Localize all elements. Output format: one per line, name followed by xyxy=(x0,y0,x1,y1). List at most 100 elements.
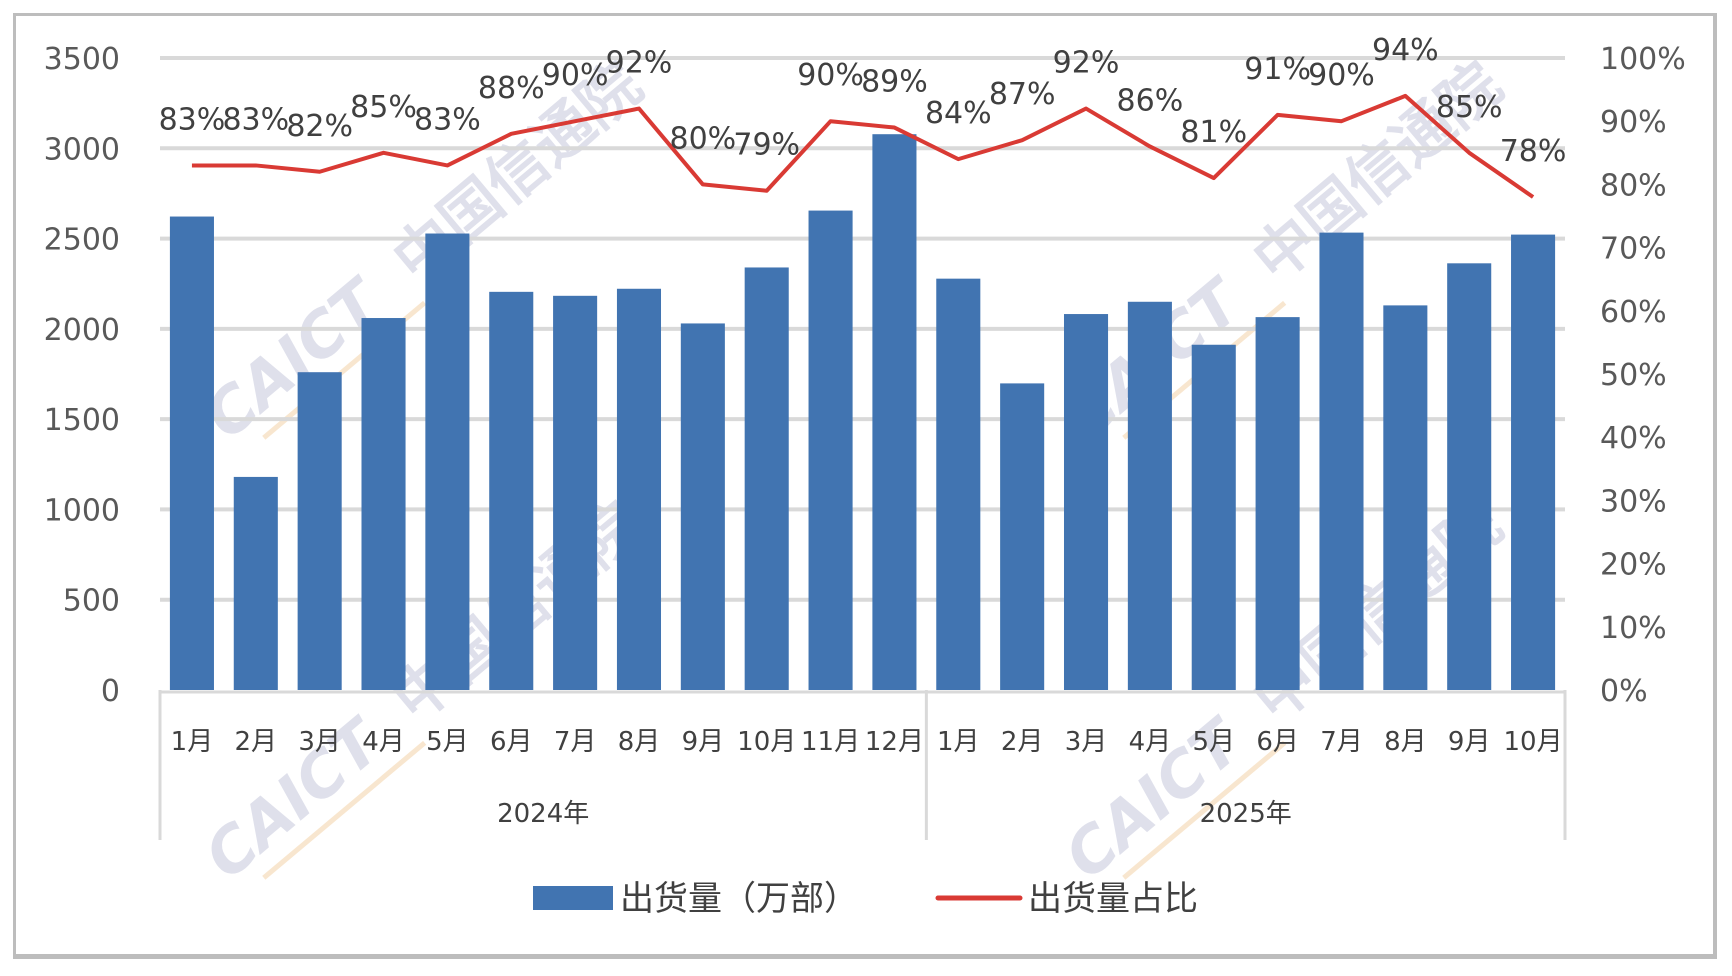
left-tick-label: 0 xyxy=(101,674,120,709)
data-label: 89% xyxy=(861,65,928,100)
right-tick-label: 30% xyxy=(1600,484,1667,519)
bar xyxy=(361,318,406,690)
legend-label: 出货量占比 xyxy=(1028,879,1198,919)
category-label: 1月 xyxy=(171,727,214,757)
group-label: 2025年 xyxy=(1200,799,1292,829)
group-label: 2024年 xyxy=(497,799,589,829)
bar xyxy=(1319,232,1364,691)
x-axis: 1月 2月 3月 4月 5月 6月 7月 8月 9月 10月 11月 12月 1月 2月 3月 4月 5月 6月 7… xyxy=(158,690,1567,840)
bar xyxy=(425,233,470,690)
data-label: 83% xyxy=(414,102,481,137)
data-label: 81% xyxy=(1180,115,1247,150)
data-label: 87% xyxy=(989,77,1056,112)
data-label: 86% xyxy=(1117,83,1184,118)
data-label: 90% xyxy=(542,58,609,93)
data-label: 92% xyxy=(1053,46,1120,81)
category-label: 3月 xyxy=(1065,727,1108,757)
data-label: 83% xyxy=(159,102,226,137)
data-label: 78% xyxy=(1500,134,1567,169)
category-label: 9月 xyxy=(682,727,725,757)
category-label: 4月 xyxy=(362,727,405,757)
legend-label: 出货量（万部） xyxy=(620,879,858,919)
category-label: 7月 xyxy=(554,727,597,757)
bar xyxy=(1383,305,1428,690)
right-tick-label: 100% xyxy=(1600,42,1686,77)
right-tick-label: 90% xyxy=(1600,105,1667,140)
category-label: 8月 xyxy=(618,727,661,757)
right-tick-label: 80% xyxy=(1600,168,1667,203)
right-tick-label: 10% xyxy=(1600,611,1667,646)
left-tick-label: 2500 xyxy=(44,223,120,258)
data-label: 92% xyxy=(606,46,673,81)
bar xyxy=(1000,383,1045,690)
legend-item-shipments: 出货量（万部） xyxy=(533,879,858,919)
bar xyxy=(1511,234,1556,690)
left-tick-label: 3000 xyxy=(44,132,120,167)
data-label: 85% xyxy=(350,90,417,125)
left-tick-label: 500 xyxy=(63,584,120,619)
bar xyxy=(616,288,662,690)
bar xyxy=(1447,263,1492,690)
legend: 出货量（万部） 出货量占比 xyxy=(533,879,1198,919)
bar xyxy=(808,210,853,690)
category-label: 5月 xyxy=(1192,727,1235,757)
bar xyxy=(233,476,278,690)
right-tick-label: 0% xyxy=(1600,674,1648,709)
right-tick-label: 50% xyxy=(1600,358,1667,393)
right-tick-label: 60% xyxy=(1600,295,1667,330)
legend-item-share: 出货量占比 xyxy=(935,879,1198,919)
right-tick-label: 40% xyxy=(1600,421,1667,456)
left-tick-label: 2000 xyxy=(44,313,120,348)
bar xyxy=(872,134,917,690)
left-tick-label: 1500 xyxy=(44,403,120,438)
bar xyxy=(297,372,342,690)
bar xyxy=(1191,344,1236,690)
right-axis: 0% 10% 20% 30% 40% 50% 60% 70% 80% 90% 100% xyxy=(1600,42,1686,709)
right-tick-label: 20% xyxy=(1600,548,1667,583)
category-label: 2月 xyxy=(235,727,278,757)
category-label: 9月 xyxy=(1448,727,1491,757)
category-label: 10月 xyxy=(1504,727,1563,757)
bar xyxy=(936,278,981,690)
category-label: 3月 xyxy=(298,727,341,757)
data-label: 79% xyxy=(733,128,800,163)
data-label: 91% xyxy=(1244,52,1311,87)
category-label: 7月 xyxy=(1320,727,1363,757)
left-axis: 0 500 1000 1500 2000 2500 3000 3500 xyxy=(44,42,120,709)
data-label: 88% xyxy=(478,71,545,106)
bar xyxy=(553,295,598,690)
category-label: 10月 xyxy=(737,727,796,757)
category-label: 2月 xyxy=(1001,727,1044,757)
bar xyxy=(744,267,789,690)
data-label: 90% xyxy=(1308,58,1375,93)
data-label: 80% xyxy=(669,121,736,156)
data-label: 83% xyxy=(222,102,289,137)
legend-box-icon xyxy=(533,886,613,910)
data-label: 85% xyxy=(1436,90,1503,125)
category-label: 12月 xyxy=(865,727,924,757)
category-label: 6月 xyxy=(490,727,533,757)
line-series-share: 83%83%82%85%83%88%90%92%80%79%90%89%84%8… xyxy=(159,33,1567,199)
category-label: 11月 xyxy=(801,727,860,757)
category-label: 4月 xyxy=(1129,727,1172,757)
bar xyxy=(1063,314,1109,690)
left-tick-label: 3500 xyxy=(44,42,120,77)
data-label: 82% xyxy=(286,109,353,144)
bar xyxy=(169,216,214,690)
data-label: 94% xyxy=(1372,33,1439,68)
category-label: 1月 xyxy=(937,727,980,757)
category-label: 8月 xyxy=(1384,727,1427,757)
share-line xyxy=(191,93,1535,199)
right-tick-label: 70% xyxy=(1600,232,1667,267)
bar-series-shipments xyxy=(169,134,1556,691)
bar xyxy=(1255,317,1300,690)
category-label: 5月 xyxy=(426,727,469,757)
bar xyxy=(1127,301,1172,690)
left-tick-label: 1000 xyxy=(44,493,120,528)
bar xyxy=(680,323,725,690)
data-label: 84% xyxy=(925,96,992,131)
data-label: 90% xyxy=(797,58,864,93)
category-label: 6月 xyxy=(1256,727,1299,757)
bar xyxy=(489,291,534,690)
